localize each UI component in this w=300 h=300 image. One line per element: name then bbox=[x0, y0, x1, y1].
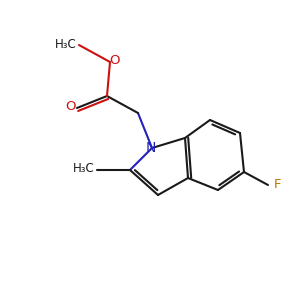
Text: H₃C: H₃C bbox=[55, 38, 77, 50]
Text: O: O bbox=[110, 53, 120, 67]
Text: F: F bbox=[274, 178, 281, 190]
Text: N: N bbox=[146, 141, 156, 155]
Text: O: O bbox=[66, 100, 76, 113]
Text: H₃C: H₃C bbox=[73, 163, 95, 176]
